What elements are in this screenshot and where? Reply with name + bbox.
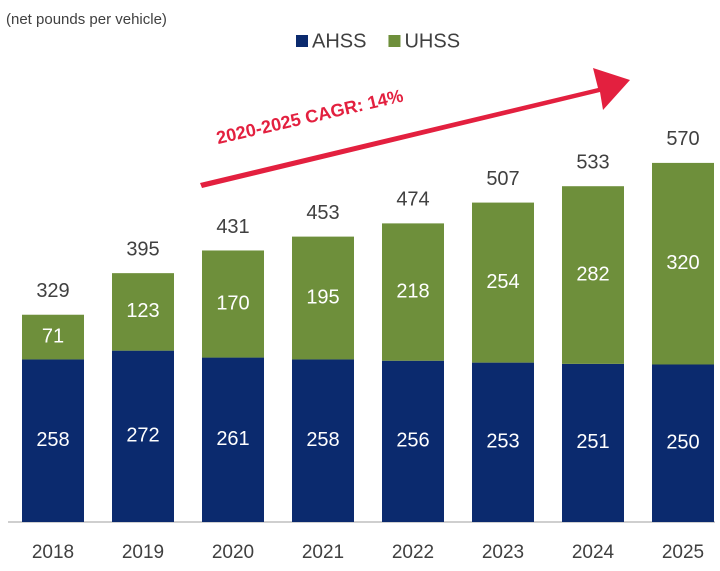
segment-label: 282 [576,263,609,285]
total-label: 329 [36,280,69,302]
x-tick-label: 2025 [662,542,704,563]
x-tick-label: 2018 [32,542,74,563]
bar-segment [382,223,444,361]
bar-segment [382,360,444,522]
segment-label: 272 [126,425,159,447]
total-label: 453 [306,202,339,224]
bar-segment [112,273,174,351]
cagr-annotation: 2020-2025 CAGR: 14% [214,86,405,148]
x-tick-label: 2023 [482,542,524,563]
segment-label: 251 [576,431,609,453]
bar-segment [472,202,534,363]
total-label: 533 [576,151,609,173]
segment-label: 256 [396,430,429,452]
bar-segment [202,357,264,522]
total-label: 474 [396,189,429,211]
segment-label: 218 [396,280,429,302]
x-tick-label: 2019 [122,542,164,563]
bar-segment [562,363,624,522]
x-tick-label: 2020 [212,542,254,563]
chart-subtitle: (net pounds per vehicle) [6,11,167,28]
bar-segment [22,314,84,360]
legend-label: AHSS [312,30,366,52]
total-label: 395 [126,238,159,260]
bar-segment [562,186,624,364]
segment-label: 71 [42,325,64,347]
segment-label: 320 [666,252,699,274]
x-tick-label: 2021 [302,542,344,563]
x-tick-label: 2022 [392,542,434,563]
bar-segment [292,359,354,522]
segment-label: 250 [666,432,699,454]
legend-label: UHSS [404,30,460,52]
bar-segment [652,364,714,522]
bar-segment [292,236,354,360]
total-label: 431 [216,216,249,238]
bar-segment [22,359,84,522]
bar-segment [112,350,174,522]
bar-segment [472,362,534,522]
trend-arrow [200,68,630,188]
legend-swatch [296,35,308,47]
segment-label: 261 [216,428,249,450]
segment-label: 123 [126,300,159,322]
segment-label: 253 [486,431,519,453]
bar-segment [652,162,714,365]
total-label: 570 [666,128,699,150]
segment-label: 254 [486,271,519,293]
segment-label: 170 [216,292,249,314]
segment-label: 195 [306,286,339,308]
legend-swatch [388,35,401,47]
x-tick-label: 2024 [572,542,615,563]
segment-label: 258 [306,429,339,451]
segment-label: 258 [36,429,69,451]
bar-segment [202,250,264,358]
total-label: 507 [486,168,519,190]
